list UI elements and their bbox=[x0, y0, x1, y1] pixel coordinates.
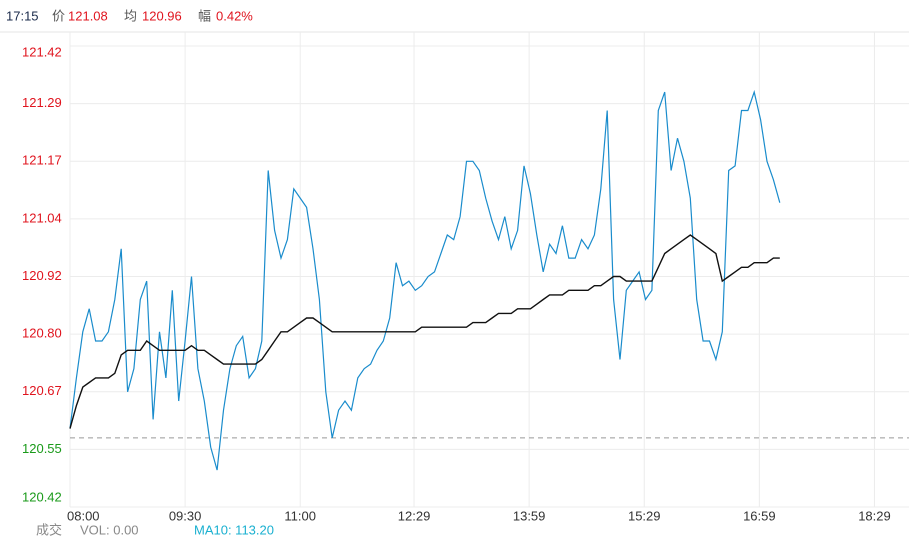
x-tick-label: 12:29 bbox=[398, 508, 431, 523]
y-tick-label: 120.55 bbox=[22, 441, 62, 456]
y-tick-label: 121.29 bbox=[22, 95, 62, 110]
header-change: 0.42% bbox=[216, 8, 253, 23]
x-tick-label: 15:29 bbox=[628, 508, 661, 523]
footer-volume-label: 成交 bbox=[36, 522, 62, 537]
y-tick-label: 120.92 bbox=[22, 268, 62, 283]
y-tick-label: 120.80 bbox=[22, 326, 62, 341]
header-change-label: 幅 bbox=[198, 8, 211, 23]
header-time: 17:15 bbox=[6, 8, 39, 23]
y-tick-label: 120.42 bbox=[22, 489, 62, 504]
x-tick-label: 11:00 bbox=[284, 508, 316, 523]
x-tick-label: 18:29 bbox=[858, 508, 891, 523]
series-line bbox=[69, 89, 781, 471]
header-price: 121.08 bbox=[68, 8, 108, 23]
x-tick-label: 08:00 bbox=[67, 508, 100, 523]
series-line bbox=[69, 234, 780, 429]
footer-vol: VOL: 0.00 bbox=[80, 522, 139, 537]
footer-ma10: MA10: 113.20 bbox=[194, 522, 274, 537]
x-tick-label: 16:59 bbox=[743, 508, 776, 523]
x-tick-label: 13:59 bbox=[513, 508, 546, 523]
header-avg: 120.96 bbox=[142, 8, 182, 23]
header-price-label: 价 bbox=[52, 8, 65, 23]
y-tick-label: 121.42 bbox=[22, 44, 62, 59]
y-tick-label: 121.04 bbox=[22, 210, 62, 225]
x-tick-label: 09:30 bbox=[169, 508, 202, 523]
y-tick-label: 120.67 bbox=[22, 383, 62, 398]
header-avg-label: 均 bbox=[124, 8, 137, 23]
y-tick-label: 121.17 bbox=[22, 153, 62, 168]
